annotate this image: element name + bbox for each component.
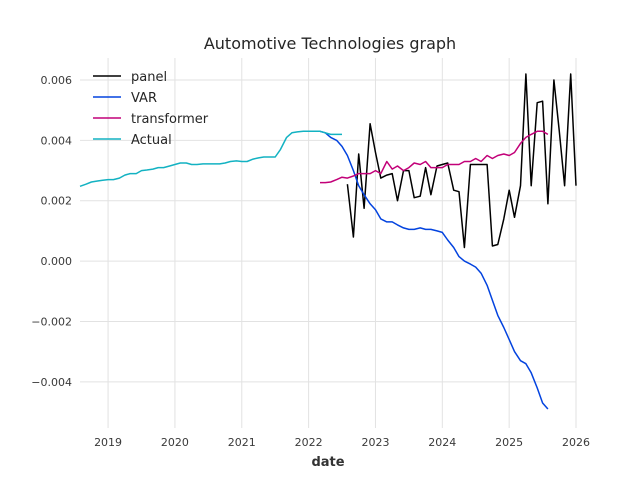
legend-label: VAR xyxy=(131,91,157,106)
series-line-actual xyxy=(79,130,342,188)
x-tick-label: 2019 xyxy=(94,436,122,449)
series-line-var xyxy=(319,130,549,410)
y-tick-label: 0.000 xyxy=(41,255,73,268)
x-tick-label: 2022 xyxy=(295,436,323,449)
x-tick-label: 2025 xyxy=(495,436,523,449)
x-tick-label: 2020 xyxy=(161,436,189,449)
y-tick-label: 0.004 xyxy=(41,134,73,147)
x-axis-label: date xyxy=(311,455,344,470)
y-tick-labels: −0.004 −0.002 0.000 0.002 0.004 0.006 xyxy=(31,74,72,389)
chart-title: Automotive Technologies graph xyxy=(204,34,456,53)
series-line-transformer xyxy=(320,130,549,184)
x-tick-label: 2021 xyxy=(228,436,256,449)
series-line-panel xyxy=(346,73,577,249)
series-lines xyxy=(79,73,577,410)
x-tick-label: 2024 xyxy=(428,436,456,449)
y-tick-label: 0.006 xyxy=(41,74,73,87)
y-tick-label: 0.002 xyxy=(41,195,73,208)
gridlines xyxy=(80,58,577,428)
x-tick-labels: 2019 2020 2021 2022 2023 2024 2025 2026 xyxy=(94,436,590,449)
x-tick-label: 2023 xyxy=(361,436,389,449)
legend: panel VAR transformer Actual xyxy=(93,70,209,148)
x-tick-label: 2026 xyxy=(562,436,590,449)
legend-label: Actual xyxy=(131,133,172,148)
y-tick-label: −0.002 xyxy=(31,315,72,328)
y-tick-label: −0.004 xyxy=(31,376,72,389)
legend-label: panel xyxy=(131,70,167,85)
legend-label: transformer xyxy=(131,112,209,127)
